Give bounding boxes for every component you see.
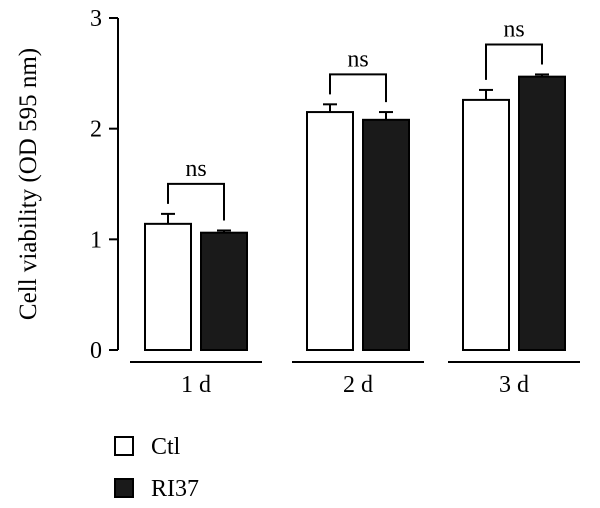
- x-category-label: 3 d: [499, 372, 529, 398]
- significance-label: ns: [347, 46, 368, 72]
- y-tick-label: 3: [90, 6, 102, 32]
- bar-ctl-2d: [306, 111, 354, 351]
- legend-swatch-ctl: [114, 436, 134, 456]
- legend-swatch-ri37: [114, 478, 134, 498]
- bar-ctl-1d: [144, 222, 192, 351]
- significance-bracket: [485, 43, 543, 80]
- significance-bracket: [329, 73, 387, 103]
- x-category-label: 2 d: [343, 372, 373, 398]
- bar-ctl-3d: [462, 98, 510, 352]
- y-tick-label: 1: [90, 227, 102, 253]
- bar-ri37-1d: [200, 231, 248, 351]
- legend-label-ctl: Ctl: [151, 434, 181, 460]
- legend-label-ri37: RI37: [151, 476, 199, 502]
- significance-bracket: [167, 182, 225, 221]
- significance-label: ns: [185, 156, 206, 182]
- x-category-label: 1 d: [181, 372, 211, 398]
- y-axis-title: Cell viability (OD 595 nm): [15, 48, 42, 320]
- bar-ri37-3d: [518, 75, 566, 352]
- y-tick-label: 2: [90, 117, 102, 143]
- significance-label: ns: [503, 16, 524, 42]
- y-tick-label: 0: [90, 338, 102, 364]
- bar-ri37-2d: [362, 118, 410, 351]
